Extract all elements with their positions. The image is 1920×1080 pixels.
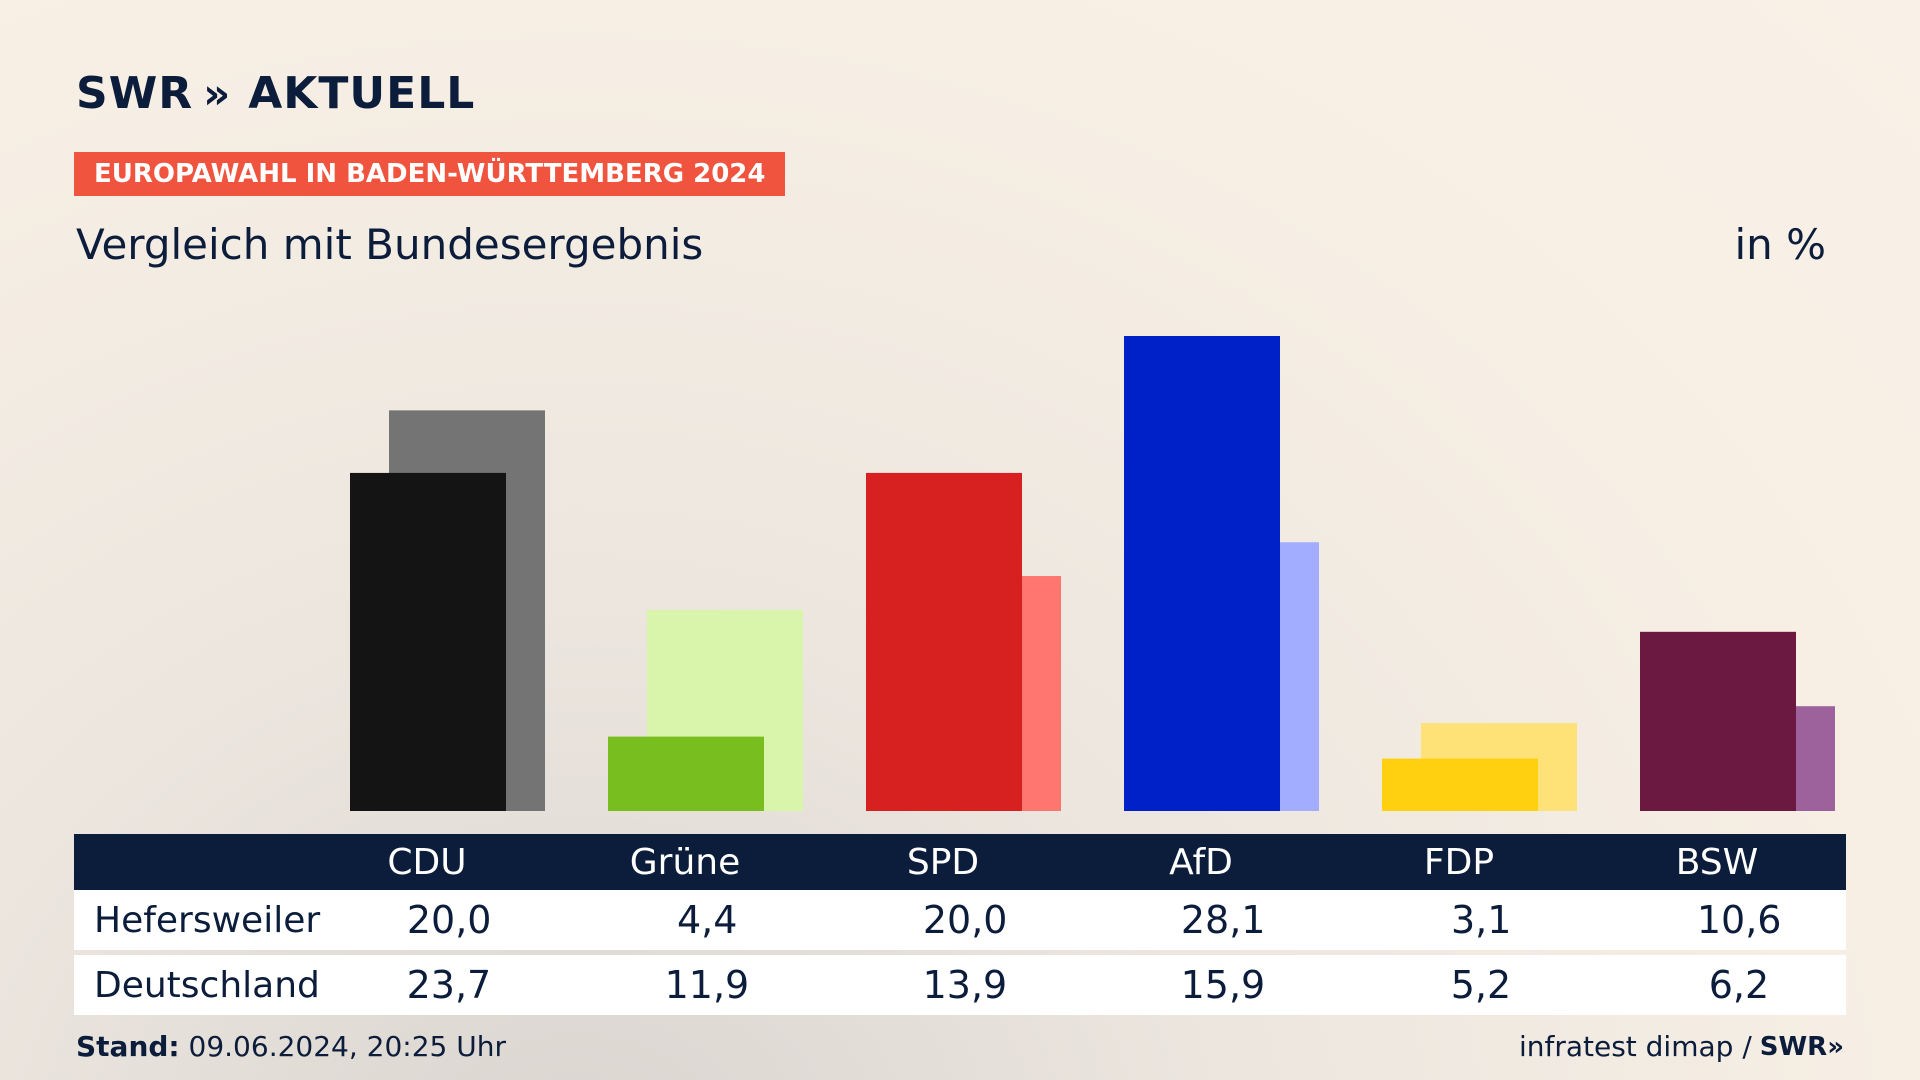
bar-hefersweiler-fdp	[1382, 758, 1538, 811]
bar-hefersweiler-spd	[866, 472, 1022, 811]
election-badge: EUROPAWAHL IN BADEN-WÜRTTEMBERG 2024	[74, 152, 786, 196]
unit-label: in %	[1734, 220, 1826, 269]
bar-hefersweiler-grüne	[608, 736, 764, 811]
value-cell: 10,6	[1696, 898, 1782, 942]
stand-label: Stand:	[76, 1030, 180, 1063]
value-cell: 4,4	[676, 898, 738, 942]
value-cell: 20,0	[922, 898, 1008, 942]
swr-mini-logo: SWR»	[1759, 1031, 1844, 1062]
value-cell: 15,9	[1180, 963, 1266, 1007]
header-cdu: CDU	[387, 841, 467, 883]
header-spd: SPD	[906, 841, 980, 883]
table-row: Deutschland 23,7 11,9 13,9 15,9 5,2 6,2	[74, 955, 1846, 1015]
table-row: Hefersweiler 20,0 4,4 20,0 28,1 3,1 10,6	[74, 890, 1846, 950]
source-text: infratest dimap /	[1518, 1030, 1752, 1063]
header-fdp: FDP	[1423, 841, 1495, 883]
results-table: CDU Grüne SPD AfD FDP BSW Hefersweiler 20,0 4,4…	[74, 834, 1846, 1015]
table-header: CDU Grüne SPD AfD FDP BSW	[74, 834, 1846, 890]
value-cell: 28,1	[1180, 898, 1266, 942]
bar-hefersweiler-bsw	[1640, 631, 1796, 811]
value-cell: 6,2	[1708, 963, 1770, 1007]
header-cells: CDU Grüne SPD AfD FDP BSW	[298, 842, 1846, 883]
value-cell: 5,2	[1450, 963, 1512, 1007]
logo-suffix: AKTUELL	[248, 68, 476, 119]
value-cell: 3,1	[1450, 898, 1512, 942]
header-bsw: BSW	[1675, 841, 1759, 883]
source-credit: infratest dimap / SWR»	[1519, 1030, 1844, 1063]
bar-chart	[350, 336, 1835, 811]
bar-hefersweiler-cdu	[350, 472, 506, 811]
value-cell: 20,0	[406, 898, 492, 942]
value-cell: 11,9	[664, 963, 750, 1007]
row-label: Deutschland	[94, 964, 320, 1006]
logo-text: SWR	[76, 68, 194, 119]
chart-subtitle: Vergleich mit Bundesergebnis	[76, 220, 704, 269]
table-body: Hefersweiler 20,0 4,4 20,0 28,1 3,1 10,6 Deutsc…	[74, 890, 1846, 1015]
header-grüne: Grüne	[629, 841, 741, 883]
timestamp: Stand: 09.06.2024, 20:25 Uhr	[76, 1030, 506, 1063]
bar-hefersweiler-afd	[1124, 336, 1280, 811]
swr-aktuell-logo: SWR » AKTUELL	[76, 68, 475, 119]
stand-value: 09.06.2024, 20:25 Uhr	[188, 1030, 506, 1063]
header-afd: AfD	[1169, 841, 1233, 883]
row-label: Hefersweiler	[94, 899, 321, 941]
value-cell: 13,9	[922, 963, 1008, 1007]
value-cell: 23,7	[406, 963, 492, 1007]
